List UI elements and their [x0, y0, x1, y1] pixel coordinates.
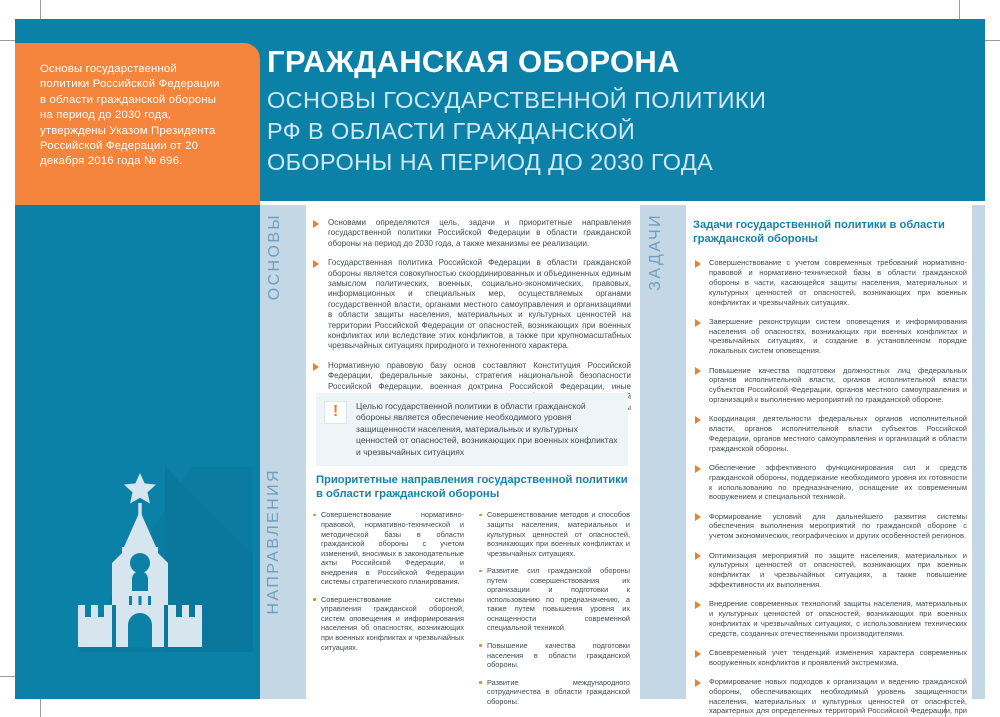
- zadachi-item: Оптимизация мероприятий по защите населе…: [693, 551, 967, 590]
- napravleniya-column-left: Совершенствование нормативно-правовой, н…: [312, 510, 464, 714]
- section-label-zadachi: ЗАДАЧИ: [647, 213, 664, 291]
- subtitle-line-3: ОБОРОНЫ НА ПЕРИОД ДО 2030 ГОДА: [267, 149, 714, 175]
- page-subtitle: ОСНОВЫ ГОСУДАРСТВЕННОЙ ПОЛИТИКИ РФ В ОБЛ…: [267, 85, 967, 178]
- right-content-column: Задачи государственной политики в област…: [686, 205, 972, 717]
- napravleniya-section: Приоритетные направления государственной…: [312, 473, 634, 714]
- goal-callout-text: Целью государственной политики в области…: [356, 401, 618, 457]
- title-block: ГРАЖДАНСКАЯ ОБОРОНА ОСНОВЫ ГОСУДАРСТВЕНН…: [267, 45, 967, 178]
- napravleniya-item: Повышение качества подготовки населения …: [478, 641, 630, 670]
- napravleniya-columns: Совершенствование нормативно-правовой, н…: [312, 510, 634, 714]
- label-strip-middle: [640, 205, 686, 699]
- subtitle-line-1: ОСНОВЫ ГОСУДАРСТВЕННОЙ ПОЛИТИКИ: [267, 87, 767, 113]
- napravleniya-item: Совершенствование методов и способов защ…: [478, 510, 630, 558]
- napravleniya-item: Развитие международного сотрудничества в…: [478, 678, 630, 707]
- zadachi-item: Обеспечение эффективного функционировани…: [693, 463, 967, 502]
- zadachi-item: Своевременный учет тенденций изменения х…: [693, 648, 967, 668]
- label-strip-left: [260, 205, 306, 699]
- napravleniya-heading: Приоритетные направления государственной…: [316, 474, 628, 501]
- osnovy-item: Основами определяются цель, задачи и при…: [311, 218, 631, 249]
- exclamation-icon: !: [324, 401, 347, 424]
- zadachi-item: Завершение реконструкции систем оповещен…: [693, 317, 967, 356]
- left-teal-column: [15, 205, 260, 699]
- crop-mark-bottom-right-v: [945, 683, 946, 717]
- napravleniya-item: Совершенствование системы управления гра…: [312, 595, 464, 652]
- kremlin-tower-icon: [78, 473, 202, 647]
- zadachi-section: Задачи государственной политики в област…: [693, 218, 967, 717]
- intro-panel: [15, 43, 260, 205]
- page-title: ГРАЖДАНСКАЯ ОБОРОНА: [267, 44, 680, 79]
- zadachi-heading: Задачи государственной политики в област…: [693, 219, 945, 246]
- crop-mark-top-left-v: [40, 0, 41, 34]
- crop-mark-top-right-v: [959, 0, 960, 34]
- intro-text: Основы государственной политики Российск…: [40, 63, 220, 168]
- section-label-osnovy: ОСНОВЫ: [266, 213, 283, 301]
- zadachi-item: Координация деятельности федеральных орг…: [693, 414, 967, 453]
- zadachi-item: Формирование условий для дальнейшего раз…: [693, 512, 967, 541]
- subtitle-line-2: РФ В ОБЛАСТИ ГРАЖДАНСКОЙ: [267, 118, 636, 144]
- napravleniya-item: Совершенствование нормативно-правовой, н…: [312, 510, 464, 586]
- zadachi-item: Совершенствование с учетом современных т…: [693, 258, 967, 307]
- zadachi-item: Внедрение современных технологий защиты …: [693, 599, 967, 638]
- osnovy-section: Основами определяются цель, задачи и при…: [311, 218, 631, 432]
- goal-callout: ! Целью государственной политики в облас…: [316, 393, 628, 467]
- label-strip-right: [972, 205, 985, 699]
- left-content-column: Основами определяются цель, задачи и при…: [306, 205, 640, 706]
- section-label-napravleniya: НАПРАВЛЕНИЯ: [265, 468, 282, 615]
- osnovy-item: Государственная политика Российской Феде…: [311, 258, 631, 352]
- zadachi-item: Повышение качества подготовки должностны…: [693, 366, 967, 405]
- napravleniya-item: Развитие сил гражданской обороны путем с…: [478, 566, 630, 633]
- crop-mark-bottom-left-v: [40, 683, 41, 717]
- zadachi-item: Формирование новых подходов к организаци…: [693, 677, 967, 717]
- napravleniya-column-right: Совершенствование методов и способов защ…: [478, 510, 630, 714]
